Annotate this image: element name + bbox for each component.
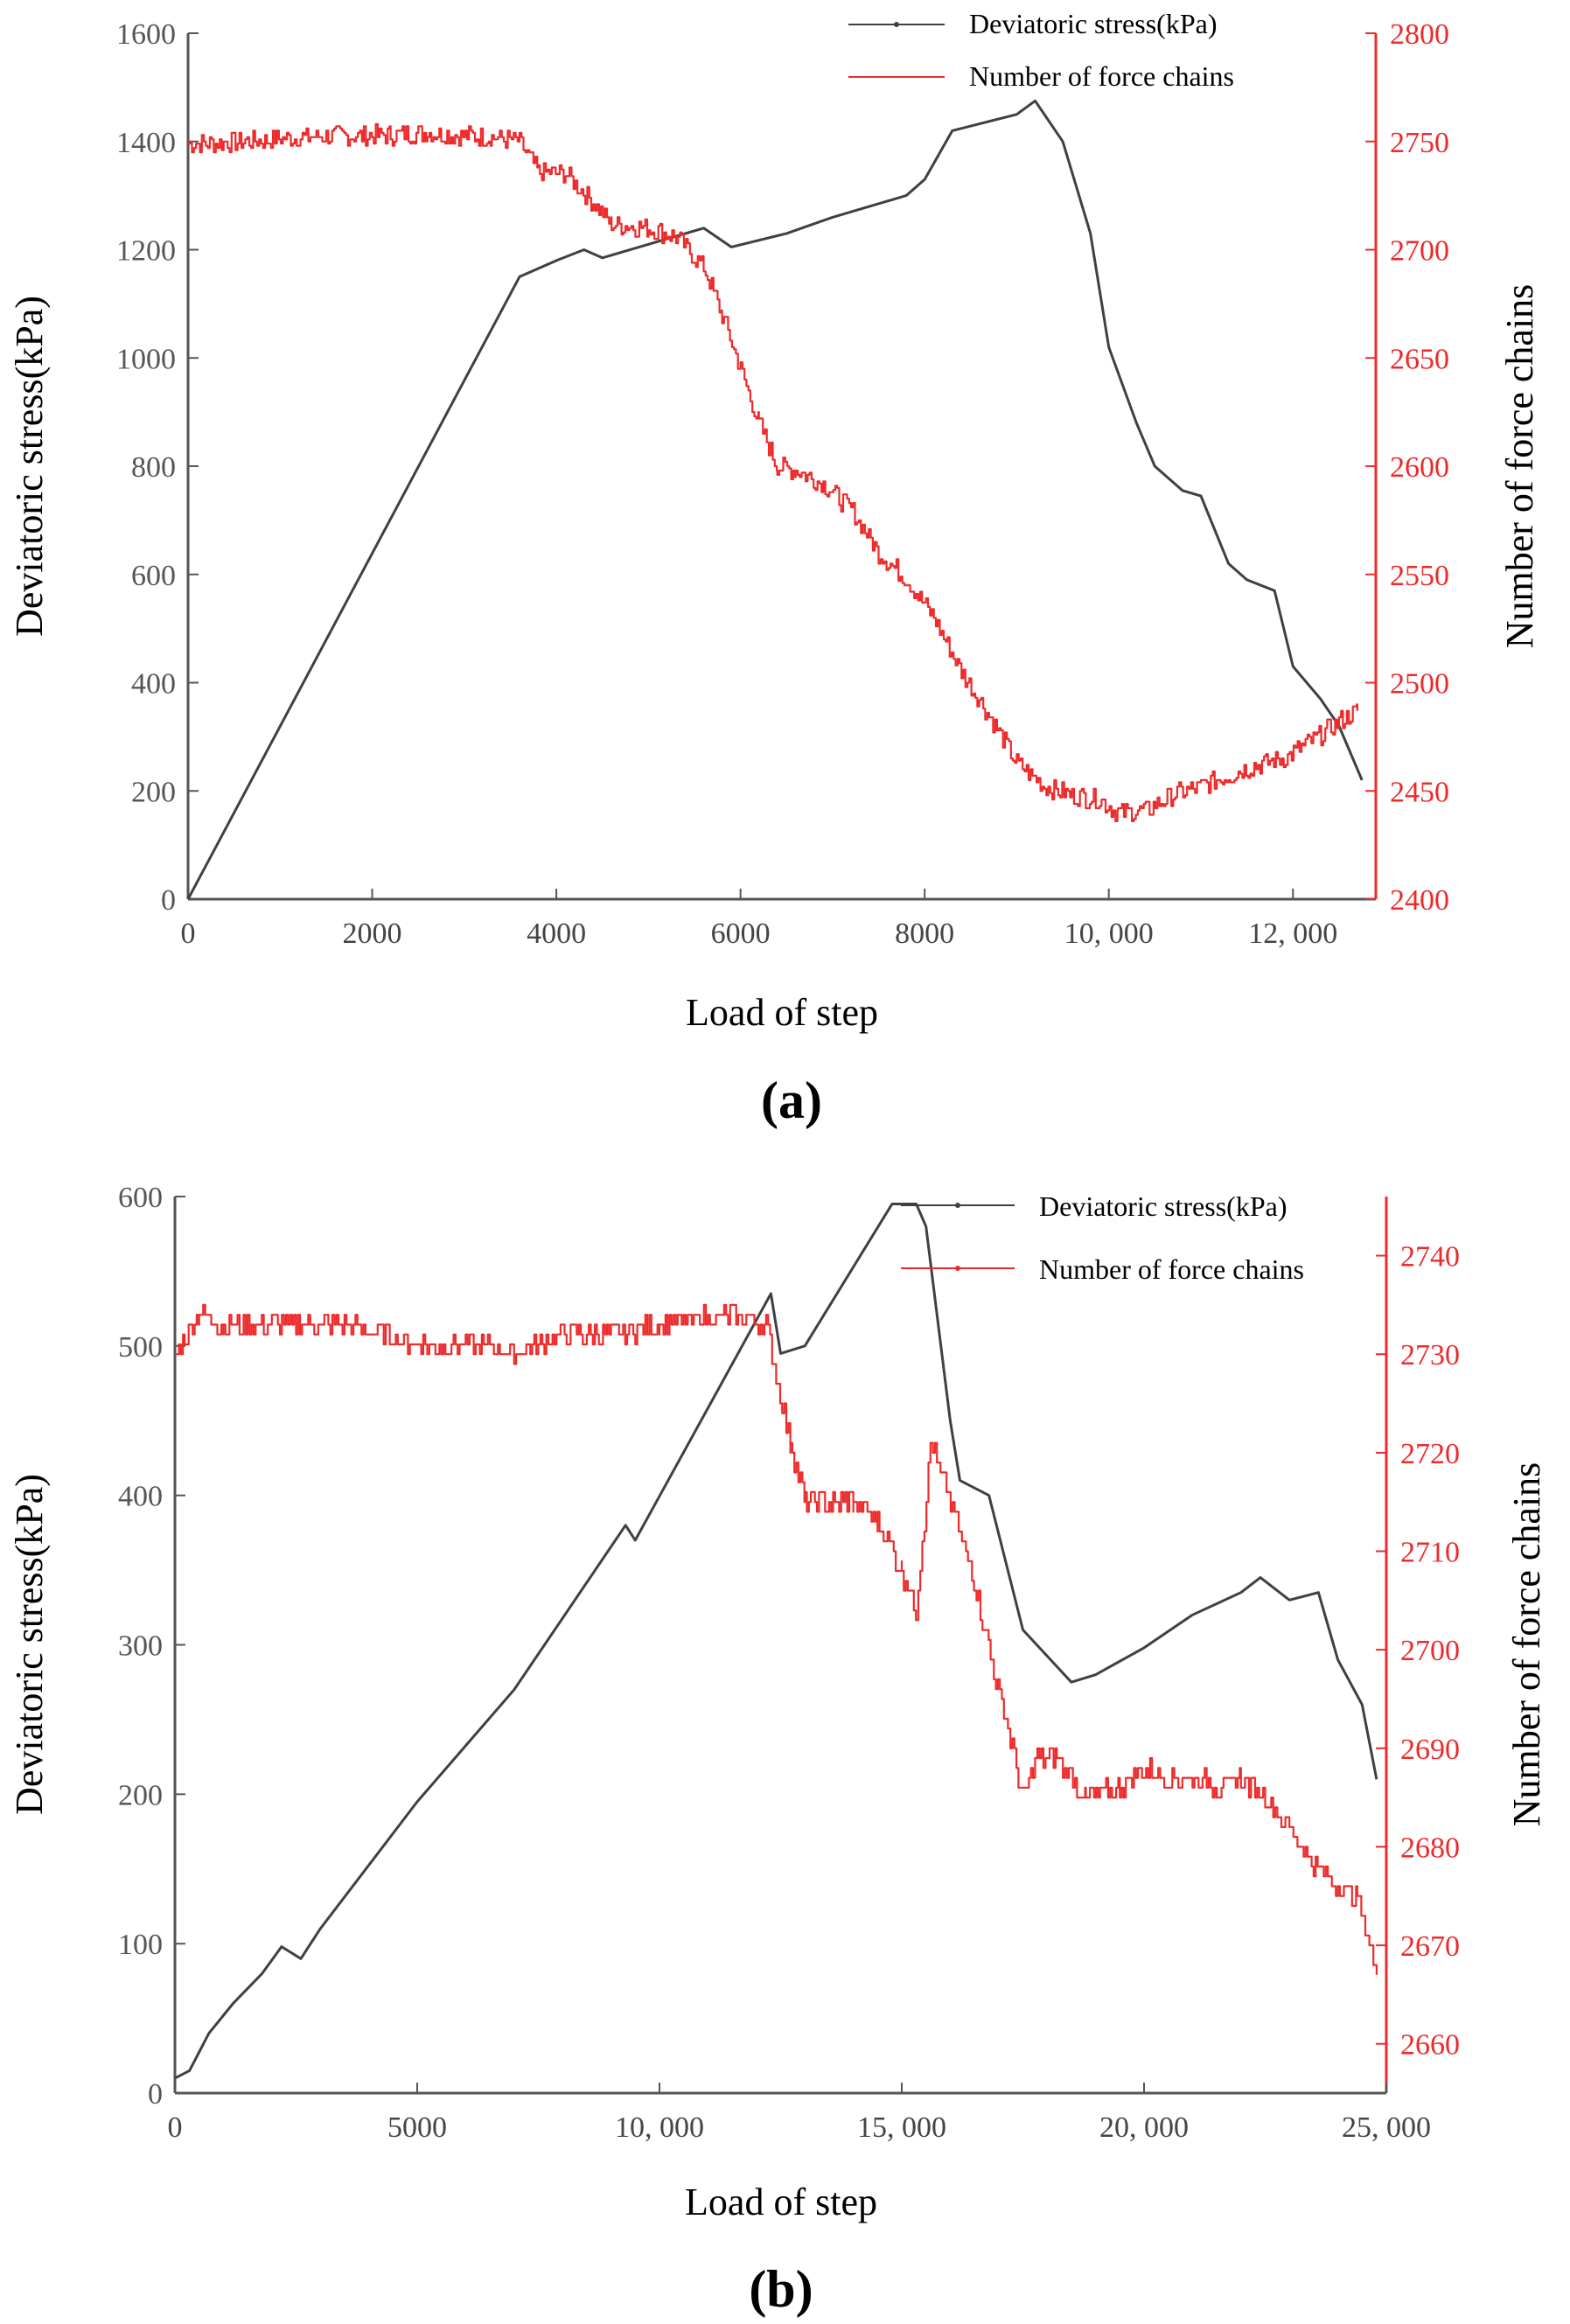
legend-chains-marker: [955, 1266, 960, 1271]
y-tick-label: 100: [118, 1929, 163, 1961]
x-tick-label: 12, 000: [1248, 918, 1337, 950]
y2-tick-label: 2800: [1390, 18, 1449, 51]
y2-tick-label: 2730: [1400, 1339, 1460, 1371]
y-axis-title: Deviatoric stress(kPa): [8, 296, 51, 637]
legend: Deviatoric stress(kPa) Number of force c…: [901, 1190, 1304, 1285]
y2-tick-label: 2710: [1400, 1536, 1460, 1568]
series-deviatoric-stress-line: [174, 1203, 1378, 2080]
x-tick-label: 6000: [711, 918, 771, 950]
y-tick-label: 1400: [116, 127, 176, 159]
y-tick-label: 600: [118, 1182, 163, 1214]
x-tick-label: 5000: [387, 2111, 447, 2144]
y2-tick-label: 2690: [1400, 1734, 1460, 1766]
y2-tick-label: 2720: [1400, 1438, 1460, 1470]
legend-stress-label: Deviatoric stress(kPa): [1039, 1190, 1287, 1222]
legend-stress-marker: [955, 1203, 960, 1208]
series-deviatoric-stress-line: [186, 99, 1364, 900]
x-tick-label: 10, 000: [615, 2111, 704, 2144]
series-force-chains-line: [175, 1303, 1378, 1975]
y-tick-label: 500: [118, 1331, 163, 1364]
y2-tick-label: 2500: [1390, 668, 1449, 701]
y2-tick-label: 2550: [1390, 560, 1449, 592]
y2-tick-label: 2670: [1400, 1930, 1460, 1963]
x-tick-label: 2000: [343, 918, 402, 950]
y-tick-label: 400: [131, 668, 176, 701]
x-tick-label: 20, 000: [1099, 2111, 1189, 2144]
panel-label: (b): [749, 2260, 813, 2318]
y-tick-label: 0: [161, 884, 176, 917]
legend-chains-label: Number of force chains: [969, 60, 1234, 92]
legend-chains-label: Number of force chains: [1039, 1253, 1304, 1285]
y2-tick-label: 2700: [1400, 1635, 1460, 1667]
y-tick-label: 1200: [116, 235, 176, 268]
x-tick-label: 10, 000: [1064, 918, 1154, 950]
legend-stress-marker: [894, 22, 899, 27]
y-tick-label: 400: [118, 1481, 163, 1513]
y2-tick-label: 2660: [1400, 2029, 1460, 2062]
y2-tick-label: 2650: [1390, 343, 1449, 375]
y-tick-label: 0: [148, 2078, 163, 2111]
y2-tick-label: 2400: [1390, 884, 1449, 917]
y-tick-label: 200: [131, 776, 176, 808]
x-tick-label: 0: [181, 918, 196, 950]
legend: Deviatoric stress(kPa) Number of force c…: [848, 8, 1234, 92]
y2-tick-label: 2750: [1390, 127, 1449, 159]
x-tick-label: 0: [168, 2111, 183, 2144]
y-axis-title: Deviatoric stress(kPa): [8, 1474, 51, 1815]
y2-tick-label: 2740: [1400, 1241, 1460, 1274]
y2-tick-label: 2700: [1390, 235, 1449, 268]
x-tick-label: 15, 000: [857, 2111, 946, 2144]
x-tick-label: 4000: [527, 918, 586, 950]
y2-axis-title: Number of force chains: [1498, 284, 1541, 649]
chart-panel-a: 0 2000 4000 6000 8000 10, 000 12, 000 0 200 400 6…: [8, 8, 1541, 1129]
x-axis-title: Load of step: [686, 991, 878, 1034]
y-tick-label: 1000: [116, 343, 176, 375]
y2-tick-label: 2600: [1390, 451, 1449, 484]
y2-axis-title: Number of force chains: [1505, 1462, 1548, 1827]
y2-tick-label: 2450: [1390, 776, 1449, 808]
x-tick-label: 25, 000: [1342, 2111, 1431, 2144]
y-tick-label: 200: [118, 1779, 163, 1811]
panel-label: (a): [761, 1071, 822, 1129]
y-tick-label: 600: [131, 560, 176, 592]
x-tick-label: 8000: [895, 918, 954, 950]
legend-stress-label: Deviatoric stress(kPa): [969, 8, 1217, 39]
y-tick-label: 300: [118, 1630, 163, 1663]
chart-panel-b: 0 5000 10, 000 15, 000 20, 000 25, 000 0 100 20…: [8, 1182, 1548, 2318]
y-tick-label: 800: [131, 451, 176, 484]
y2-tick-label: 2680: [1400, 1832, 1460, 1864]
y-tick-label: 1600: [116, 18, 176, 51]
series-force-chains-line: [188, 122, 1358, 822]
x-axis-title: Load of step: [685, 2181, 877, 2223]
